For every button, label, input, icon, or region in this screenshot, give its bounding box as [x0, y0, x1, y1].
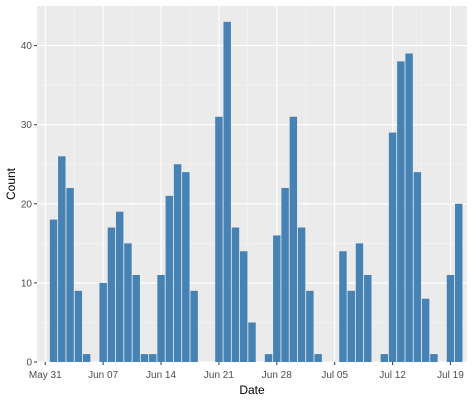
bar — [58, 156, 66, 362]
bar — [49, 219, 58, 362]
bar — [281, 187, 289, 362]
bar — [388, 132, 397, 362]
x-tick-label: Jul 19 — [437, 370, 464, 381]
bar — [124, 243, 132, 362]
x-tick-label: May 31 — [29, 370, 62, 381]
y-tick-label: 30 — [21, 120, 33, 131]
bar — [339, 251, 347, 362]
y-tick-label: 40 — [21, 41, 33, 52]
bar — [157, 274, 165, 362]
bar — [115, 211, 124, 362]
bar — [215, 116, 223, 362]
bar — [364, 274, 372, 362]
bar — [421, 298, 430, 362]
bar — [223, 21, 231, 362]
bar — [289, 116, 298, 362]
x-tick-label: Jul 12 — [379, 370, 406, 381]
x-axis: May 31 Jun 07 Jun 14 Jun 21 Jun 28 Jul 05 Jul … — [29, 362, 464, 381]
bar — [355, 243, 364, 362]
bar — [405, 53, 413, 362]
bar — [314, 354, 322, 362]
bar — [397, 61, 405, 362]
bar — [132, 274, 140, 362]
bar — [380, 354, 389, 362]
x-tick-label: Jun 07 — [88, 370, 118, 381]
y-tick-label: 0 — [26, 358, 32, 369]
bar — [306, 290, 314, 362]
bar — [190, 290, 198, 362]
bar — [82, 354, 91, 362]
bar — [455, 203, 463, 362]
bar — [430, 354, 438, 362]
y-tick-label: 20 — [21, 199, 33, 210]
bar — [413, 172, 422, 362]
minor-gridlines — [37, 6, 467, 362]
x-tick-label: Jun 14 — [146, 370, 176, 381]
x-tick-label: Jun 28 — [262, 370, 292, 381]
bar — [165, 195, 174, 362]
x-tick-label: Jun 21 — [204, 370, 234, 381]
bar — [173, 164, 182, 362]
bar — [446, 274, 455, 362]
bar — [149, 354, 157, 362]
y-axis: 0 10 20 30 40 — [21, 41, 37, 369]
bar — [248, 322, 256, 362]
bar — [140, 354, 149, 362]
y-tick-label: 10 — [21, 278, 33, 289]
bar — [99, 282, 107, 362]
bar — [74, 290, 83, 362]
bar — [297, 227, 306, 362]
bar — [182, 172, 190, 362]
bar — [264, 354, 273, 362]
bar — [107, 227, 116, 362]
x-axis-title: Date — [239, 383, 265, 397]
bar — [273, 235, 281, 362]
y-axis-title: Count — [4, 167, 18, 200]
bar — [231, 227, 240, 362]
bars — [49, 21, 463, 362]
bar — [347, 290, 355, 362]
x-tick-label: Jul 05 — [321, 370, 348, 381]
bar — [240, 251, 248, 362]
bar — [66, 187, 74, 362]
